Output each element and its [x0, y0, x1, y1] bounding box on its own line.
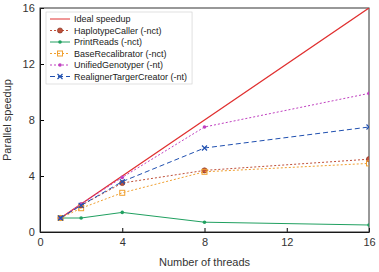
series-line	[61, 159, 369, 218]
marker	[59, 216, 63, 220]
marker	[120, 179, 125, 184]
tick-mark	[205, 228, 206, 232]
tick-mark	[40, 120, 44, 121]
marks	[58, 8, 369, 227]
marker	[79, 216, 83, 220]
plot: 0 4 8 12 16 0 4 8 12 16 Ideal speedup HaplotypeCall…	[23, 2, 376, 248]
x-axis: 0 4 8 12 16	[37, 228, 375, 248]
legend-label: BaseRecalibrator (-nct)	[74, 49, 167, 59]
tick-label: 8	[202, 236, 208, 248]
legend-label: HaplotypeCaller (-nct)	[74, 26, 162, 36]
legend-marker	[57, 28, 62, 33]
legend-line	[50, 53, 70, 54]
marker	[203, 125, 207, 129]
marker	[58, 216, 63, 221]
legend-label: Ideal speedup	[74, 14, 131, 24]
series-line	[61, 127, 369, 218]
y-axis-title: Parallel speedup	[1, 79, 13, 161]
marker	[120, 211, 124, 215]
series-line	[61, 8, 369, 218]
tick-mark	[40, 64, 44, 65]
tick: 8	[202, 228, 208, 248]
chart: 0 4 8 12 16 0 4 8 12 16 Ideal speedup HaplotypeCall…	[0, 0, 379, 272]
marker	[367, 223, 369, 227]
legend-label: RealignerTargerCreator (-nt)	[74, 72, 187, 82]
series-line	[61, 163, 369, 218]
marker	[120, 176, 124, 180]
legend-label: PrintReads (-nct)	[74, 37, 142, 47]
legend-label: UnifiedGenotyper (-nt)	[74, 60, 163, 70]
marker	[59, 216, 63, 220]
tick-label: 0	[29, 226, 35, 238]
series-line	[61, 212, 369, 225]
tick-mark	[122, 228, 123, 232]
tick: 8	[29, 114, 44, 126]
marker	[79, 203, 84, 208]
tick: 4	[120, 228, 126, 248]
tick: 12	[281, 228, 293, 248]
legend-marker	[58, 74, 63, 79]
tick-mark	[40, 176, 44, 177]
legend-item: BaseRecalibrator (-nct)	[50, 49, 167, 59]
legend-marker	[58, 40, 62, 44]
legend-line	[50, 19, 70, 20]
marker	[367, 125, 370, 130]
legend: Ideal speedup HaplotypeCaller (-nct)Print…	[46, 12, 192, 84]
tick-label: 8	[29, 114, 35, 126]
legend-marker	[58, 63, 62, 67]
tick-label: 4	[120, 236, 126, 248]
legend-item: PrintReads (-nct)	[50, 37, 142, 47]
legend-marker	[58, 51, 63, 56]
tick-label: 12	[281, 236, 293, 248]
marker	[367, 92, 369, 96]
marker	[120, 190, 125, 195]
x-axis-title: Number of threads	[159, 256, 251, 268]
marker	[202, 146, 207, 151]
tick-mark	[287, 228, 288, 232]
marker	[367, 161, 370, 166]
tick-label: 12	[23, 58, 35, 70]
tick-label: 4	[29, 170, 35, 182]
legend-item: HaplotypeCaller (-nct)	[50, 26, 162, 36]
tick-label: 16	[23, 2, 35, 14]
legend-item: Ideal speedup	[50, 14, 131, 24]
marker	[203, 220, 207, 224]
legend-box	[46, 12, 192, 84]
series-line	[61, 93, 369, 218]
frame	[40, 8, 369, 232]
tick-label: 16	[363, 236, 375, 248]
tick: 12	[23, 58, 44, 70]
legend-item: UnifiedGenotyper (-nt)	[50, 60, 163, 70]
legend-item: RealignerTargerCreator (-nt)	[50, 72, 187, 82]
marker	[58, 216, 63, 221]
tick: 4	[29, 170, 44, 182]
marker	[202, 169, 207, 174]
tick-label: 0	[37, 236, 43, 248]
y-axis: 0 4 8 12 16	[23, 2, 44, 238]
